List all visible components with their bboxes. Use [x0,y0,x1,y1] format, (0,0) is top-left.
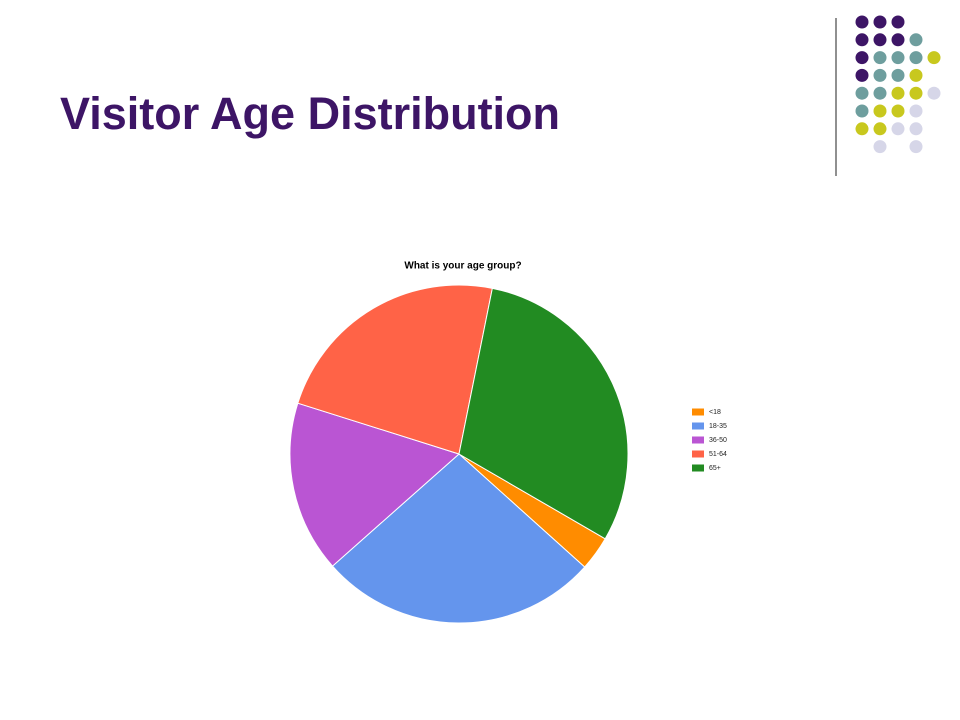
decoration [855,15,941,154]
legend-swatch [692,464,704,472]
dot [891,33,905,47]
chart-title: What is your age group? [404,261,521,272]
dot [873,51,887,65]
legend-label: 18-35 [709,423,727,430]
dot [855,104,869,118]
dot [873,104,887,118]
legend-label: 65+ [709,465,721,472]
legend-label: 51-64 [709,451,727,458]
dot [855,68,869,82]
pie-slice [331,453,586,624]
dot [891,51,905,65]
dot [909,33,923,47]
dot [873,15,887,29]
dot [855,15,869,29]
dot [873,122,887,136]
dot [891,122,905,136]
legend-label: 36-50 [709,437,727,444]
legend-label: <18 [709,409,721,416]
pie-slice [297,284,493,455]
dot [891,15,905,29]
dot [855,33,869,47]
pie-slice [289,402,460,567]
dot [855,122,869,136]
dot [927,86,941,100]
dot [891,104,905,118]
dot [891,68,905,82]
slide-title: Visitor Age Distribution [60,88,560,139]
dot [909,68,923,82]
dot [891,86,905,100]
dot [909,86,923,100]
dot [873,86,887,100]
dot [909,140,923,154]
pie-slice [458,287,629,540]
dot [855,86,869,100]
legend-swatch [692,436,704,444]
dot [927,51,941,65]
dot [873,68,887,82]
dot [873,33,887,47]
legend-swatch [692,422,704,430]
dot [873,140,887,154]
dot [855,51,869,65]
legend-swatch [692,408,704,416]
dot [909,122,923,136]
dot [909,104,923,118]
legend-swatch [692,450,704,458]
dot [909,51,923,65]
